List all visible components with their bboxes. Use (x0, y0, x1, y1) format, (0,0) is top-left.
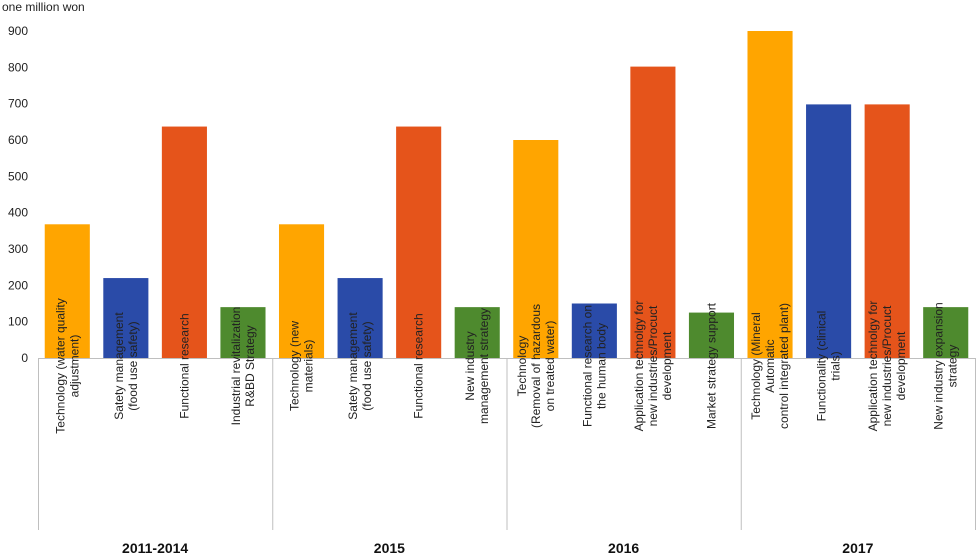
y-tick-label: 500 (8, 169, 28, 183)
x-category-label: New industry expansionstrategy (932, 302, 960, 429)
bar (103, 278, 149, 358)
x-category-label: Technology (newmaterials) (288, 321, 316, 411)
bar (806, 104, 852, 358)
bar (630, 66, 676, 359)
bar (513, 140, 559, 358)
bar (923, 307, 969, 358)
x-category-label: Satety management(food use safety) (346, 312, 374, 420)
y-tick-label: 900 (8, 24, 28, 38)
group-label: 2017 (842, 540, 873, 556)
x-category-label: Functional research onthe human body (580, 305, 608, 427)
x-category-label: Technology (MineralAutomaticcontrol inte… (749, 303, 791, 429)
y-tick-label: 100 (8, 315, 28, 329)
x-category-label: Application technolgy fornew industries/… (866, 301, 908, 432)
y-tick-label: 0 (21, 351, 28, 365)
y-axis-unit-label: one million won (2, 0, 85, 14)
x-category-label: Technology (water qualityadjustment) (53, 298, 81, 433)
bar (571, 303, 617, 358)
bar (688, 312, 735, 358)
bar (278, 224, 325, 358)
x-category-label: Technology(Removal of hazardouson treate… (515, 304, 557, 428)
y-tick-label: 400 (8, 206, 28, 220)
bar (44, 224, 90, 358)
x-category-label: New industrymanagement strategy (463, 308, 491, 424)
x-category-label: Industrial revitalizationR&BD Strategy (229, 307, 257, 426)
bar (396, 126, 442, 358)
bar (220, 307, 266, 358)
bar (864, 104, 910, 358)
y-tick-label: 700 (8, 97, 28, 111)
x-category-label: Functional research (177, 313, 191, 418)
x-category-label: Functional research (412, 313, 426, 418)
group-label: 2016 (608, 540, 639, 556)
group-label: 2015 (374, 540, 405, 556)
group-label: 2011-2014 (122, 540, 188, 556)
bar (161, 126, 207, 358)
y-tick-label: 800 (8, 60, 28, 74)
y-tick-label: 300 (8, 242, 28, 256)
x-category-label: Functionality (clinicaltrials) (815, 311, 843, 422)
y-tick-label: 600 (8, 133, 28, 147)
x-category-label: Market strategy support (704, 302, 718, 429)
bar (454, 307, 500, 358)
x-category-label: Application technolgy fornew industries/… (632, 301, 674, 432)
bar (747, 31, 793, 358)
x-category-label: Satety management(food use safety) (112, 312, 140, 420)
y-tick-label: 200 (8, 278, 28, 292)
bar (337, 278, 383, 358)
